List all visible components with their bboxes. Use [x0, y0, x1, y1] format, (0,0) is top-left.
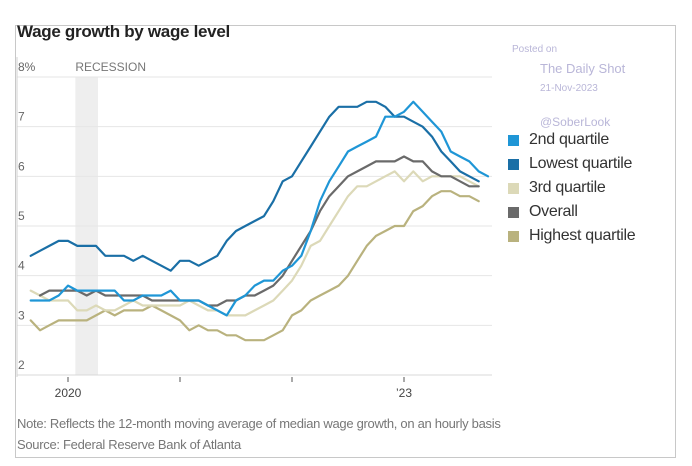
legend-swatch-2nd-quartile: [508, 134, 519, 146]
series-line-overall: [38, 155, 480, 307]
legend-label: 2nd quartile: [529, 131, 610, 148]
chart-source: Source: Federal Reserve Bank of Atlanta: [17, 437, 241, 452]
legend-item-lowest-quartile: Lowest quartile: [508, 152, 635, 176]
series-line-lowest-quartile: [29, 100, 480, 272]
chart-note: Note: Reflects the 12-month moving avera…: [17, 416, 501, 431]
y-tick-label: 2: [18, 358, 25, 372]
x-tick-label: ’23: [396, 386, 412, 400]
legend-label: Lowest quartile: [529, 155, 633, 172]
recession-label: RECESSION: [75, 60, 146, 74]
legend-item-2nd-quartile: 2nd quartile: [508, 128, 635, 152]
y-tick-label: 7: [18, 110, 25, 124]
x-tick-label: 2020: [55, 386, 82, 400]
watermark-posted-on: Posted on: [512, 44, 558, 55]
watermark-handle: @SoberLook: [540, 115, 611, 129]
legend-swatch-highest-quartile: [508, 230, 519, 242]
chart-title: Wage growth by wage level: [17, 22, 230, 41]
watermark-date: 21-Nov-2023: [540, 83, 598, 94]
chart-legend: 2nd quartile Lowest quartile 3rd quartil…: [508, 128, 636, 248]
legend-label: Highest quartile: [529, 227, 636, 244]
legend-item-highest-quartile: Highest quartile: [508, 224, 636, 248]
y-tick-label: 3: [18, 308, 25, 322]
legend-swatch-lowest-quartile: [508, 158, 519, 170]
series-line-2nd-quartile: [29, 100, 490, 317]
y-tick-label: 5: [18, 209, 25, 223]
legend-label: 3rd quartile: [529, 179, 606, 196]
legend-swatch-3rd-quartile: [508, 182, 519, 194]
y-tick-label: 6: [18, 159, 25, 173]
watermark-publication: The Daily Shot: [540, 61, 626, 76]
series-line-3rd-quartile: [29, 170, 480, 317]
legend-item-3rd-quartile: 3rd quartile: [508, 176, 635, 200]
legend-label: Overall: [529, 203, 578, 220]
legend-item-overall: Overall: [508, 200, 635, 224]
y-tick-label: 4: [18, 259, 25, 273]
legend-swatch-overall: [508, 206, 519, 218]
chart-frame: [15, 25, 676, 458]
y-tick-label: 8%: [18, 60, 36, 74]
